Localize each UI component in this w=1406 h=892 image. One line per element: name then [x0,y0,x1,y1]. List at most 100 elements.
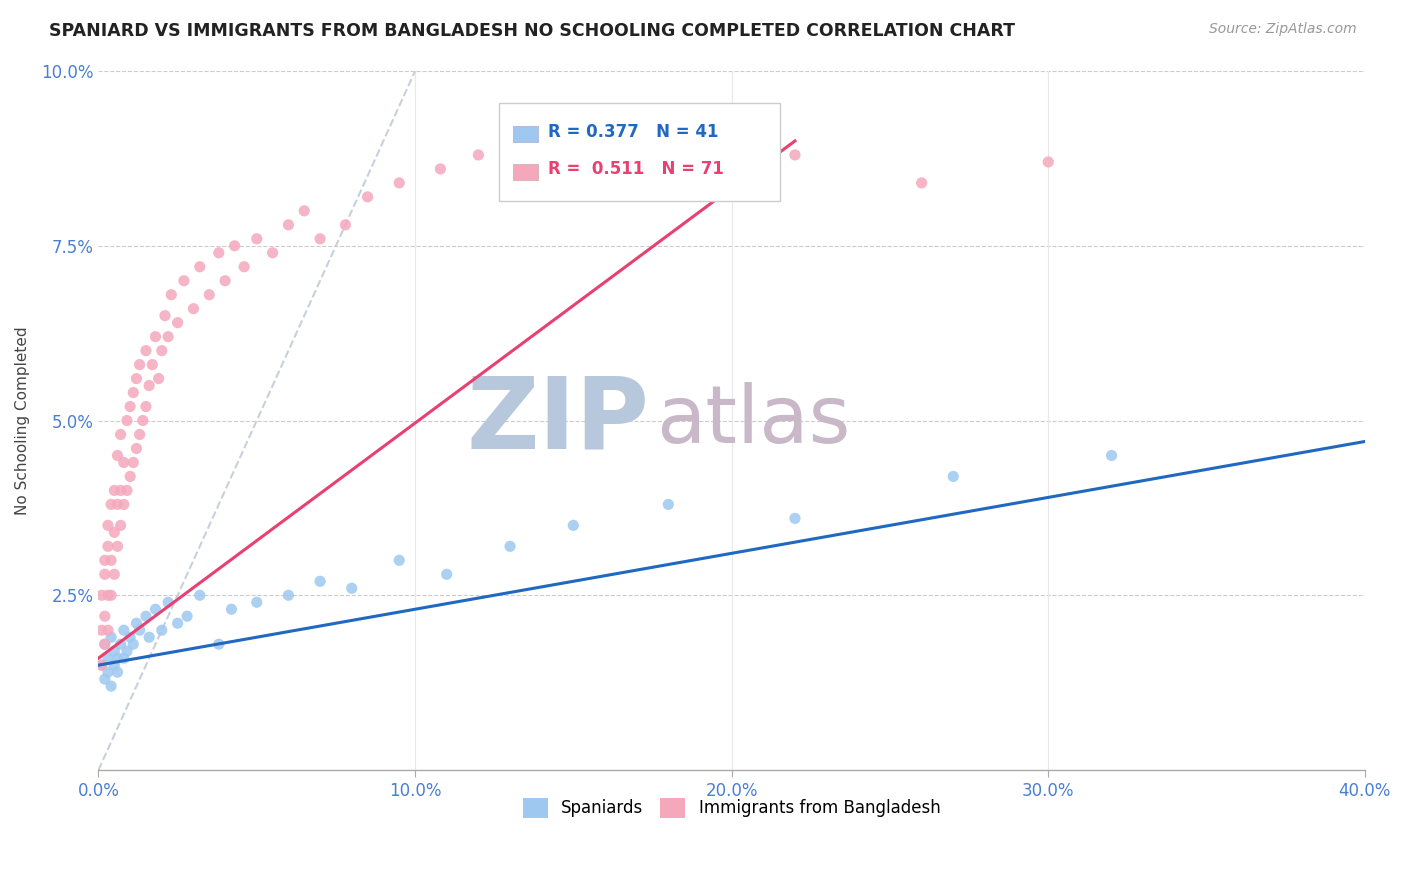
Point [135,609,157,624]
Point [783,511,806,525]
Point [150,343,173,358]
Point [309,574,332,589]
Point [221,602,243,616]
Point [103,525,125,540]
Point [1101,449,1123,463]
Point [942,469,965,483]
Point [214,274,236,288]
Point [188,588,211,602]
Point [120,469,142,483]
Point [120,400,142,414]
Point [135,400,157,414]
Point [208,637,231,651]
Point [112,497,135,511]
Point [103,658,125,673]
Point [1038,155,1060,169]
Point [160,287,183,301]
Point [436,567,458,582]
Point [467,148,489,162]
Point [97,588,120,602]
Point [103,644,125,658]
Point [94,609,117,624]
Point [97,624,120,638]
Point [94,553,117,567]
Point [125,616,148,631]
Text: atlas: atlas [655,382,851,459]
Point [356,190,378,204]
Point [110,427,132,442]
Point [783,148,806,162]
Point [183,301,205,316]
Point [94,637,117,651]
Point [340,581,363,595]
Point [689,161,711,176]
Point [90,624,112,638]
Point [112,624,135,638]
Point [335,218,357,232]
Point [173,274,195,288]
Point [388,176,411,190]
Point [157,329,180,343]
Point [94,567,117,582]
Point [103,567,125,582]
Point [107,539,129,553]
Point [97,518,120,533]
Point [112,455,135,469]
Point [145,602,167,616]
Point [530,169,553,183]
Point [107,449,129,463]
Point [145,329,167,343]
Point [292,203,315,218]
Text: R = 0.377   N = 41: R = 0.377 N = 41 [548,123,718,141]
Point [125,442,148,456]
Point [138,630,160,644]
Point [157,595,180,609]
Point [657,497,679,511]
Point [593,134,616,148]
Legend: Spaniards, Immigrants from Bangladesh: Spaniards, Immigrants from Bangladesh [516,791,948,824]
Text: ZIP: ZIP [467,372,650,469]
Point [388,553,411,567]
Point [94,672,117,686]
Point [224,239,246,253]
Point [115,644,138,658]
Point [107,665,129,680]
Point [132,413,155,427]
Point [148,371,170,385]
Point [122,637,145,651]
Point [125,371,148,385]
Point [429,161,451,176]
Point [128,624,150,638]
Point [166,616,188,631]
Point [910,176,932,190]
Point [97,665,120,680]
Point [97,651,120,665]
Point [277,588,299,602]
Point [138,378,160,392]
Point [100,497,122,511]
Point [246,595,269,609]
Point [141,358,163,372]
Point [90,658,112,673]
Point [208,245,231,260]
Point [115,413,138,427]
Point [90,588,112,602]
Text: SPANIARD VS IMMIGRANTS FROM BANGLADESH NO SCHOOLING COMPLETED CORRELATION CHART: SPANIARD VS IMMIGRANTS FROM BANGLADESH N… [49,22,1015,40]
Point [100,679,122,693]
Point [233,260,256,274]
Point [562,518,585,533]
Point [110,518,132,533]
Point [112,651,135,665]
Point [128,427,150,442]
Point [277,218,299,232]
Text: R =  0.511   N = 71: R = 0.511 N = 71 [548,161,724,178]
Point [499,539,522,553]
Point [122,455,145,469]
Point [262,245,284,260]
Point [103,483,125,498]
Point [115,483,138,498]
Point [107,497,129,511]
Point [100,630,122,644]
Point [150,624,173,638]
Point [110,637,132,651]
